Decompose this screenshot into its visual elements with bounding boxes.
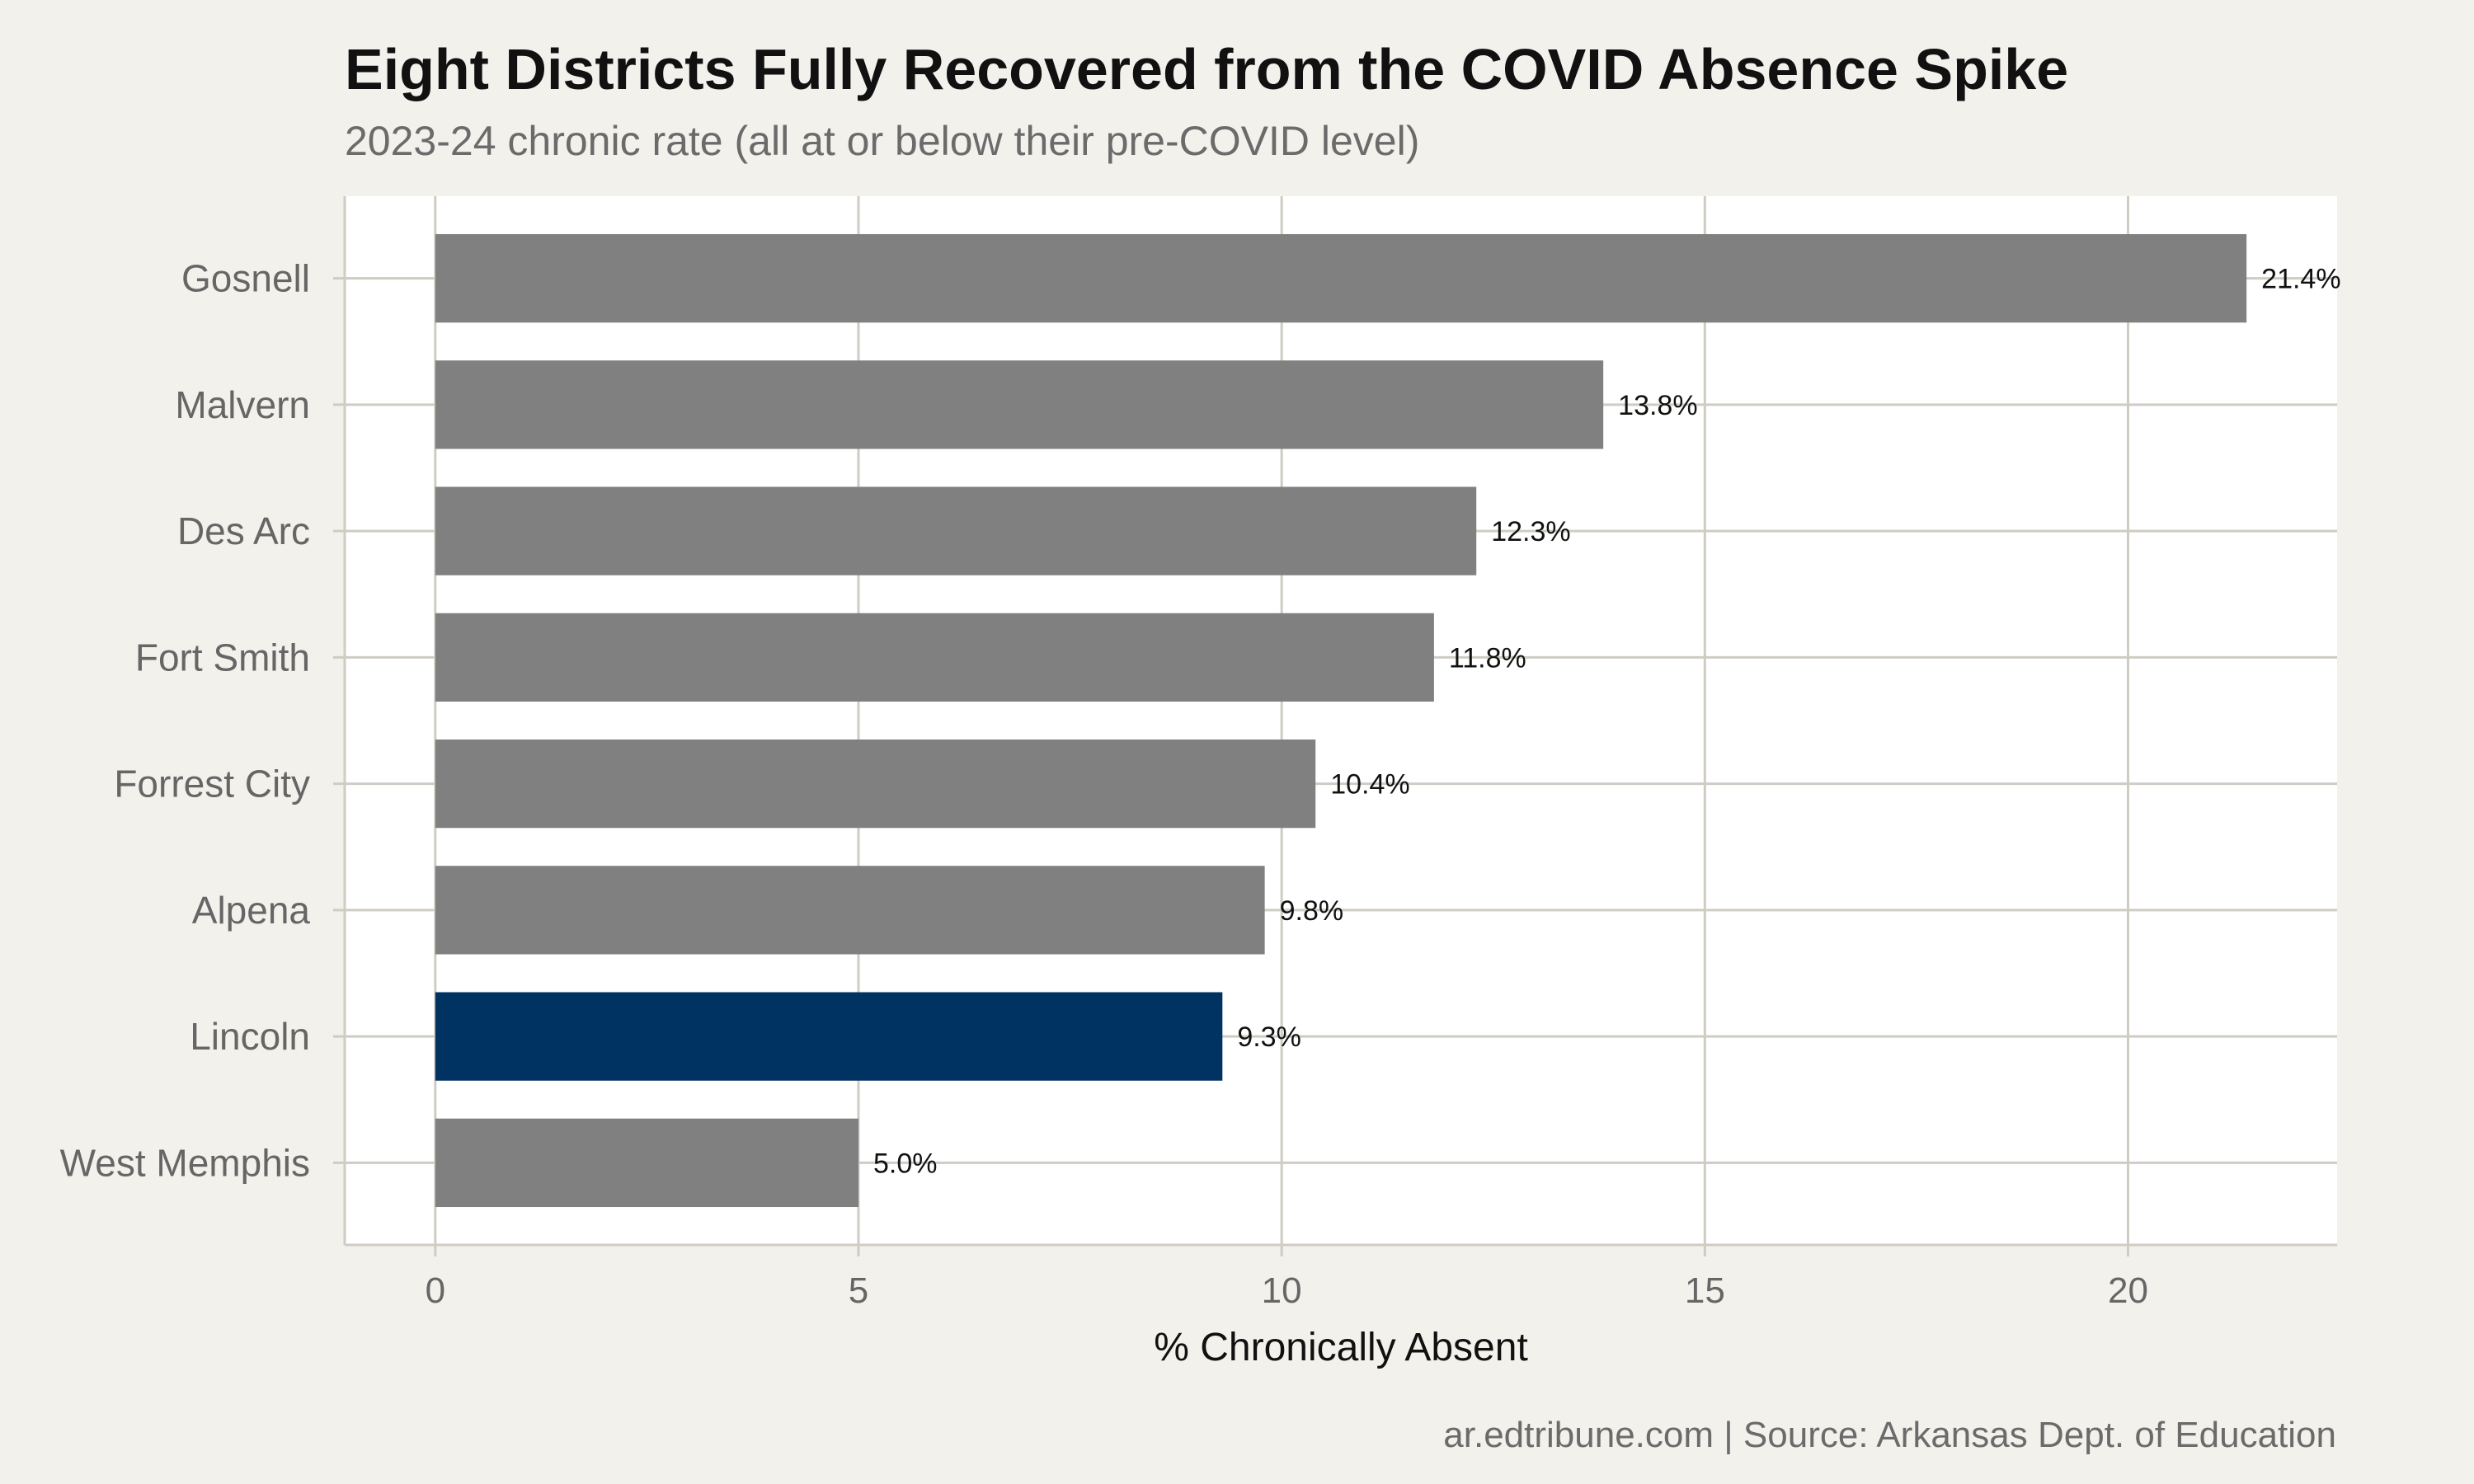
category-label: Alpena [192,889,311,932]
category-label: Fort Smith [135,636,310,679]
chart-subtitle: 2023-24 chronic rate (all at or below th… [345,118,1420,164]
bar [435,360,1604,449]
bar-value-label: 5.0% [873,1148,938,1179]
bar-highlighted [435,992,1223,1081]
x-axis-ticks: 0 5 10 15 20 [426,1245,2148,1311]
y-axis-labels: Gosnell Malvern Des Arc Fort Smith Forrest C… [60,257,311,1185]
category-label: Malvern [175,383,310,426]
x-tick-label: 5 [849,1270,868,1311]
bar-value-label: 9.3% [1237,1021,1301,1053]
bars [435,233,2247,1208]
category-label: Des Arc [177,510,310,552]
bar [435,486,1477,575]
bar-value-label: 10.4% [1330,769,1409,801]
bar-value-label: 13.8% [1618,390,1697,421]
data-labels: 21.4% 13.8% 12.3% 11.8% 10.4% 9.8% 9.3% 5.0% [873,264,2341,1180]
plot-panel [345,196,2337,1245]
x-tick-label: 15 [1685,1270,1725,1311]
bar [435,739,1316,829]
source-caption: ar.edtribune.com | Source: Arkansas Dept… [1443,1415,2336,1455]
bar [435,613,1434,702]
chart-title: Eight Districts Fully Recovered from the… [345,37,2069,101]
bar-value-label: 21.4% [2261,264,2340,295]
bar [435,233,2247,323]
category-label: West Memphis [60,1141,310,1184]
bar-value-label: 12.3% [1491,516,1570,547]
x-tick-label: 0 [426,1270,445,1311]
x-tick-label: 20 [2108,1270,2148,1311]
category-label: Gosnell [181,257,310,300]
x-axis-title: % Chronically Absent [1154,1326,1528,1369]
category-label: Lincoln [190,1015,310,1058]
category-label: Forrest City [114,763,310,805]
bar-value-label: 11.8% [1449,642,1526,674]
x-tick-label: 10 [1262,1270,1302,1311]
bar-value-label: 9.8% [1280,895,1344,927]
bar [435,1118,858,1208]
bar [435,866,1265,955]
